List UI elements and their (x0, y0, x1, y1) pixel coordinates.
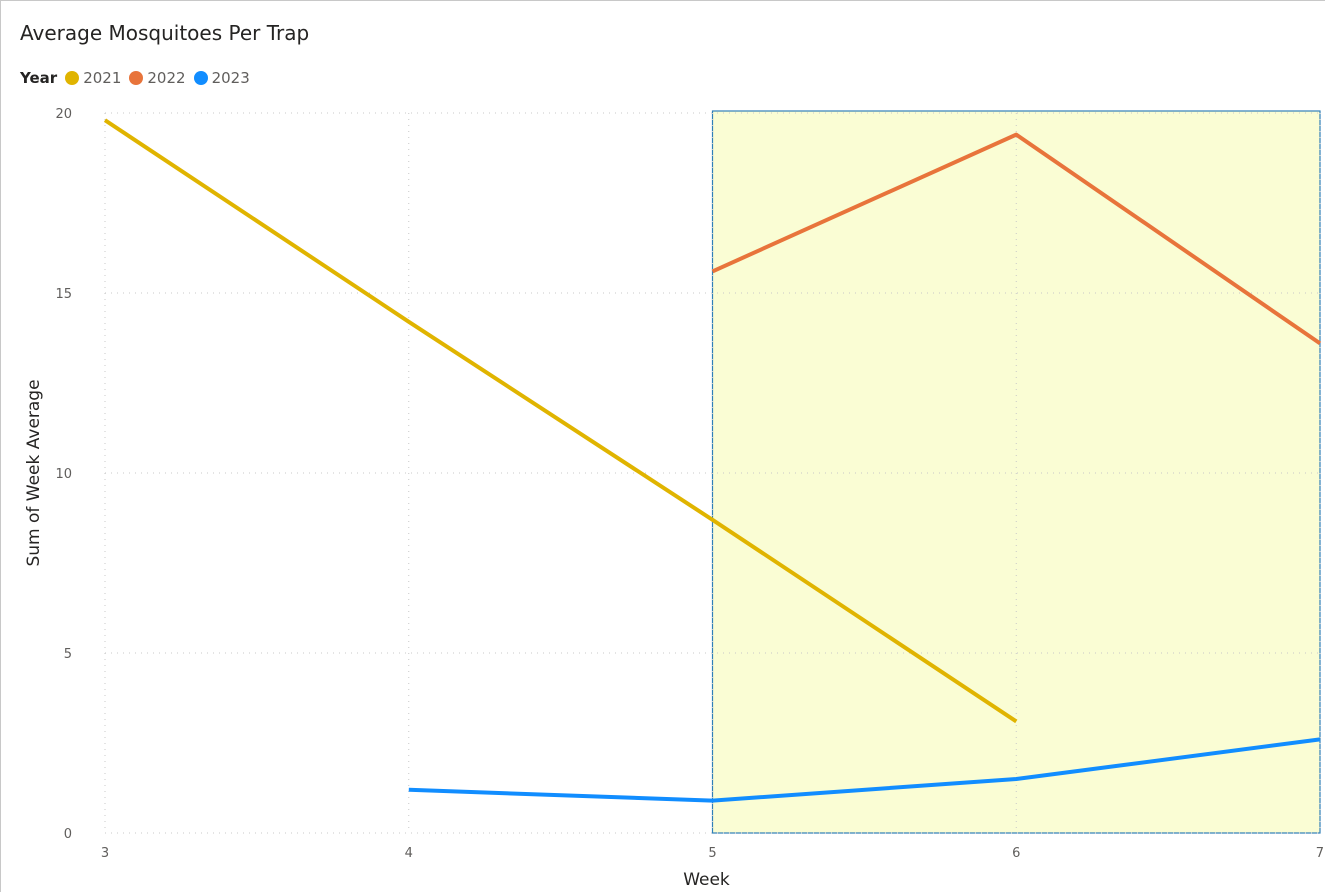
data-point-2021-6 (1014, 719, 1018, 723)
y-tick-label-1: 5 (64, 647, 72, 662)
legend-title: Year (20, 69, 58, 87)
y-tick-label-2: 10 (55, 467, 72, 482)
data-point-2022-7 (1318, 341, 1322, 345)
y-axis-title: Sum of Week Average (24, 379, 44, 566)
x-tick-label-4: 7 (1316, 846, 1324, 861)
y-tick-label-4: 20 (55, 107, 72, 122)
data-point-2021-3 (103, 118, 107, 122)
legend-label-1: 2022 (147, 69, 186, 87)
legend-item-2[interactable]: 2023 (193, 69, 250, 87)
legend-item-0[interactable]: 2021 (65, 69, 121, 87)
selection-highlight (711, 110, 1321, 834)
data-point-2021-4 (407, 320, 411, 324)
series-line-2023 (408, 737, 1321, 803)
legend: Year 2021 2022 2023 (20, 67, 258, 89)
legend-swatch-0 (65, 71, 80, 85)
data-point-2023-5 (711, 799, 715, 803)
data-point-2021-5 (711, 518, 715, 522)
legend-swatch-1 (129, 71, 144, 85)
legend-swatch-2 (193, 71, 208, 85)
legend-label-2: 2023 (211, 69, 250, 87)
x-tick-label-3: 6 (1012, 846, 1020, 861)
chart-title: Average Mosquitoes Per Trap (20, 21, 310, 45)
data-point-2022-5 (711, 269, 715, 273)
y-tick-label-0: 0 (64, 827, 72, 842)
legend-label-0: 2021 (83, 69, 122, 87)
x-axis-title: Week (683, 870, 730, 890)
data-point-2023-6 (1014, 777, 1018, 781)
series-line-2021 (103, 118, 1018, 724)
series-line-2022 (711, 132, 1322, 346)
x-tick-label-0: 3 (101, 846, 109, 861)
legend-item-1[interactable]: 2022 (129, 69, 186, 87)
y-tick-label-3: 15 (55, 287, 72, 302)
x-tick-label-1: 4 (405, 846, 413, 861)
data-point-2023-7 (1318, 737, 1322, 741)
data-point-2022-6 (1014, 133, 1018, 137)
x-tick-label-2: 5 (708, 846, 716, 861)
data-point-2023-4 (407, 788, 411, 792)
